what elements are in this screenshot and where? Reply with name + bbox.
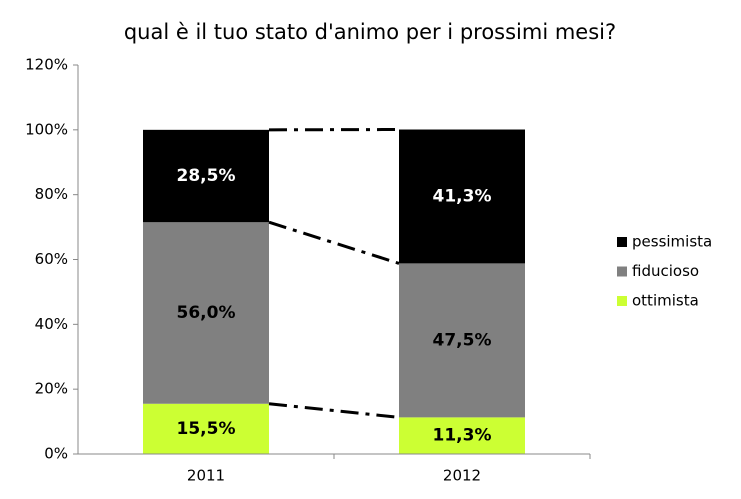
legend-label: ottimista [632, 292, 699, 310]
x-tick-label: 2011 [187, 467, 225, 485]
y-tick-label: 120% [25, 56, 68, 74]
value-label: 41,3% [433, 186, 492, 206]
connector-line [268, 402, 400, 419]
legend-swatch [617, 296, 627, 306]
bar-segment [143, 403, 269, 454]
y-tick-label: 40% [35, 315, 68, 333]
value-label: 47,5% [433, 330, 492, 350]
legend-label: fiducioso [632, 262, 699, 280]
x-tick-label: 2012 [443, 467, 481, 485]
value-label: 56,0% [177, 303, 236, 323]
y-tick-label: 100% [25, 120, 68, 138]
bar-segment [143, 222, 269, 404]
y-tick-label: 20% [35, 380, 68, 398]
y-tick-label: 80% [35, 185, 68, 203]
value-label: 28,5% [177, 166, 236, 186]
bar-segment [399, 129, 525, 264]
legend-label: pessimista [632, 233, 712, 251]
y-tick-label: 60% [35, 250, 68, 268]
y-tick-label: 0% [44, 445, 68, 463]
value-label: 15,5% [177, 419, 236, 439]
legend-swatch [617, 237, 627, 247]
bar-segment [399, 263, 525, 418]
bar-segment [399, 417, 525, 454]
connector-line [268, 220, 400, 265]
bar-segment [143, 129, 269, 223]
value-label: 11,3% [433, 426, 492, 446]
legend-swatch [617, 266, 627, 277]
chart-title: qual è il tuo stato d'animo per i prossi… [124, 20, 616, 44]
